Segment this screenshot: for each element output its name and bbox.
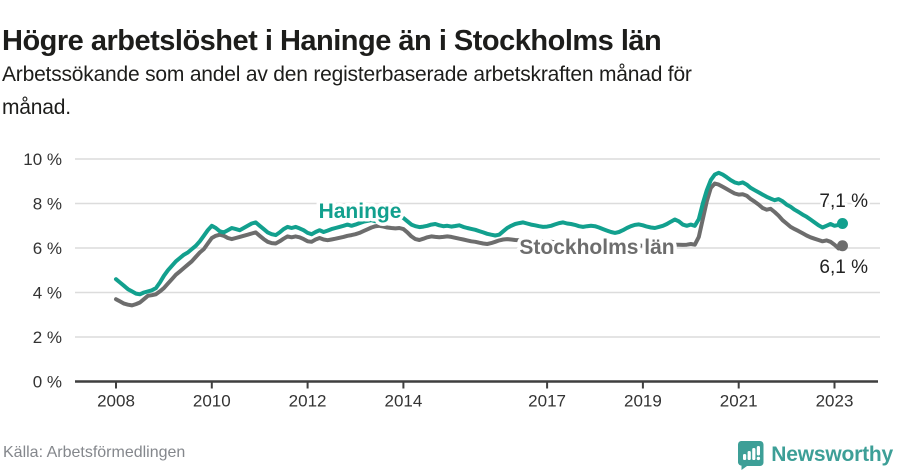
logo-exclamation-dot — [756, 456, 761, 461]
x-axis-label-2008: 2008 — [97, 392, 135, 411]
x-axis-label-2014: 2014 — [384, 392, 422, 411]
unemployment-line-chart: 0 % 2 % 4 % 6 % 8 % 10 % Stockholms län Haninge… — [0, 140, 900, 432]
x-axis-label-2017: 2017 — [528, 392, 566, 411]
x-axis-label-2023: 2023 — [816, 392, 854, 411]
series-line-stockholms-lan — [114, 181, 845, 308]
logo-bar-small — [743, 454, 747, 460]
y-axis-label-4pct: 4 % — [33, 284, 62, 303]
x-axis-label-2021: 2021 — [720, 392, 758, 411]
chart-subtitle-line2: månad. — [2, 96, 71, 119]
end-value-label-haninge: 7,1 % — [819, 191, 868, 212]
newsworthy-speech-bubble-bar-chart-icon — [738, 441, 764, 470]
y-axis-label-8pct: 8 % — [33, 195, 62, 214]
logo-bar-medium — [747, 451, 752, 460]
end-value-label-stockholms-lan: 6,1 % — [819, 257, 868, 278]
logo-exclamation-bar — [757, 446, 761, 456]
y-axis-label-10pct: 10 % — [23, 150, 62, 169]
series-label-haninge: Haninge — [319, 200, 402, 223]
series-label-stockholms-lan: Stockholms län — [519, 236, 674, 259]
chart-title: Högre arbetslöshet i Haninge än i Stockh… — [2, 25, 662, 58]
x-axis-label-2012: 2012 — [289, 392, 327, 411]
source-credit: Källa: Arbetsförmedlingen — [3, 444, 186, 461]
end-dot-haninge — [836, 218, 848, 230]
newsworthy-logo: Newsworthy — [737, 440, 893, 470]
y-axis-label-6pct: 6 % — [33, 239, 62, 258]
y-axis-label-0pct: 0 % — [33, 373, 62, 392]
series-line-haninge — [114, 170, 845, 297]
newsworthy-wordmark: Newsworthy — [771, 443, 893, 466]
chart-subtitle-line1: Arbetssökande som andel av den registerb… — [2, 63, 692, 86]
logo-bar-tall — [752, 448, 756, 460]
line-chart-canvas: 0 % 2 % 4 % 6 % 8 % 10 % Stockholms län Haninge… — [23, 150, 880, 411]
x-axis-label-2010: 2010 — [193, 392, 231, 411]
chart-subtitle: Arbetssökande som andel av den registerb… — [2, 58, 842, 124]
y-axis-label-2pct: 2 % — [33, 328, 62, 347]
end-dot-stockholms-lan — [836, 240, 848, 252]
x-axis-label-2019: 2019 — [624, 392, 662, 411]
